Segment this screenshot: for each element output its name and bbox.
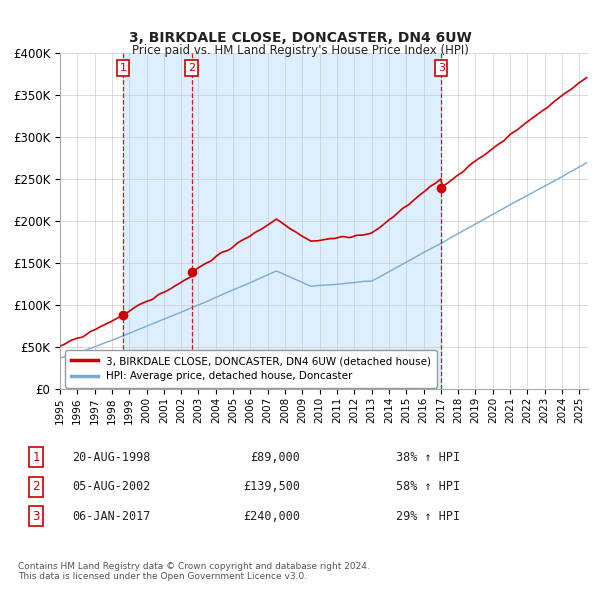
Text: 2: 2	[188, 63, 195, 73]
Text: 29% ↑ HPI: 29% ↑ HPI	[396, 510, 460, 523]
Text: 06-JAN-2017: 06-JAN-2017	[72, 510, 151, 523]
Legend: 3, BIRKDALE CLOSE, DONCASTER, DN4 6UW (detached house), HPI: Average price, deta: 3, BIRKDALE CLOSE, DONCASTER, DN4 6UW (d…	[65, 350, 437, 388]
Text: £89,000: £89,000	[250, 451, 300, 464]
Text: 2: 2	[32, 480, 40, 493]
Text: 58% ↑ HPI: 58% ↑ HPI	[396, 480, 460, 493]
Text: £139,500: £139,500	[243, 480, 300, 493]
Text: 1: 1	[32, 451, 40, 464]
Text: 1: 1	[119, 63, 127, 73]
Text: Contains HM Land Registry data © Crown copyright and database right 2024.
This d: Contains HM Land Registry data © Crown c…	[18, 562, 370, 581]
Text: 3: 3	[32, 510, 40, 523]
Bar	[191, 53, 441, 389]
Text: 3: 3	[437, 63, 445, 73]
Text: 05-AUG-2002: 05-AUG-2002	[72, 480, 151, 493]
Text: 38% ↑ HPI: 38% ↑ HPI	[396, 451, 460, 464]
Text: £240,000: £240,000	[243, 510, 300, 523]
Text: 3, BIRKDALE CLOSE, DONCASTER, DN4 6UW: 3, BIRKDALE CLOSE, DONCASTER, DN4 6UW	[128, 31, 472, 45]
Text: 20-AUG-1998: 20-AUG-1998	[72, 451, 151, 464]
Text: Price paid vs. HM Land Registry's House Price Index (HPI): Price paid vs. HM Land Registry's House …	[131, 44, 469, 57]
Bar	[123, 53, 191, 389]
